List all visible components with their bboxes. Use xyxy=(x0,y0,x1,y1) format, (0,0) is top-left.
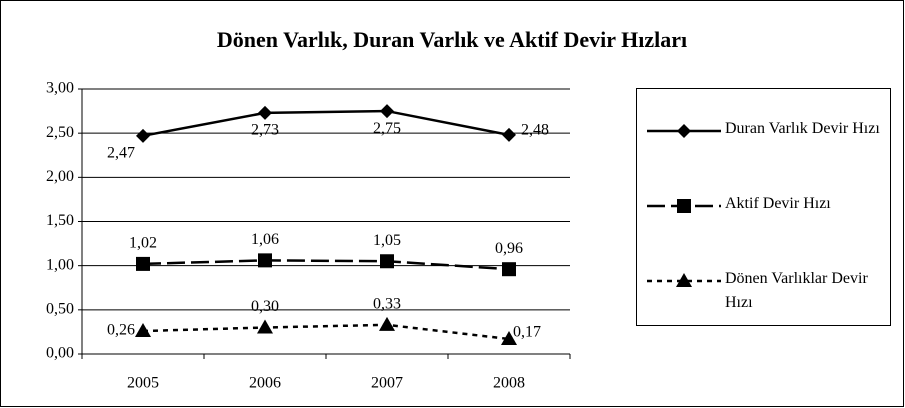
legend-label: Dönen Varlıklar Devir Hızı xyxy=(725,270,868,311)
marker xyxy=(380,254,394,269)
legend-swatch xyxy=(647,273,721,287)
data-label: 1,02 xyxy=(129,235,157,252)
marker xyxy=(677,199,691,213)
data-label: 2,75 xyxy=(373,120,401,137)
legend-item: Duran Varlık Devir Hızı xyxy=(637,117,892,167)
legend-swatch xyxy=(647,124,721,138)
legend-label: Aktif Devir Hızı xyxy=(725,195,831,212)
y-tick-label: 3,00 xyxy=(46,80,74,97)
data-label: 0,17 xyxy=(513,324,541,341)
legend-swatch xyxy=(647,199,721,213)
marker xyxy=(502,262,516,277)
x-tick-label: 2007 xyxy=(371,375,403,392)
y-tick-label: 1,00 xyxy=(46,256,74,273)
marker xyxy=(136,256,150,271)
chart-title: Dönen Varlık, Duran Varlık ve Aktif Devi… xyxy=(217,27,687,52)
legend: Duran Varlık Devir Hızı Aktif Devir Hızı D… xyxy=(636,88,891,326)
data-label: 2,48 xyxy=(521,122,549,139)
data-label: 2,73 xyxy=(251,122,279,139)
marker xyxy=(135,323,151,338)
legend-label: Duran Varlık Devir Hızı xyxy=(725,120,880,137)
marker xyxy=(257,319,273,334)
x-tick-label: 2005 xyxy=(127,375,159,392)
data-label: 2,47 xyxy=(107,144,135,161)
y-tick-label: 1,50 xyxy=(46,212,74,229)
data-label: 1,06 xyxy=(251,231,279,248)
data-label: 0,33 xyxy=(373,296,401,313)
series-line xyxy=(142,259,510,271)
y-tick-label: 2,50 xyxy=(46,124,74,141)
series-line xyxy=(142,323,510,341)
x-tick-label: 2006 xyxy=(249,375,281,392)
data-label: 1,05 xyxy=(373,232,401,249)
marker xyxy=(380,104,394,119)
series-line xyxy=(142,109,510,138)
y-tick-label: 0,50 xyxy=(46,301,74,318)
data-label: 0,96 xyxy=(495,240,523,257)
marker xyxy=(502,127,516,142)
marker xyxy=(677,124,691,138)
marker xyxy=(676,273,692,287)
y-tick-label: 0,00 xyxy=(46,345,74,362)
marker xyxy=(379,316,395,331)
legend-item: Aktif Devir Hızı xyxy=(637,192,892,242)
x-tick-label: 2008 xyxy=(493,375,525,392)
y-tick-label: 2,00 xyxy=(46,168,74,185)
data-label: 0,30 xyxy=(251,298,279,315)
marker xyxy=(258,253,272,268)
marker xyxy=(501,330,517,345)
marker xyxy=(258,105,272,120)
marker xyxy=(136,128,150,143)
legend-item: Dönen Varlıklar Devir Hızı xyxy=(637,267,892,317)
data-label: 0,26 xyxy=(107,322,135,339)
